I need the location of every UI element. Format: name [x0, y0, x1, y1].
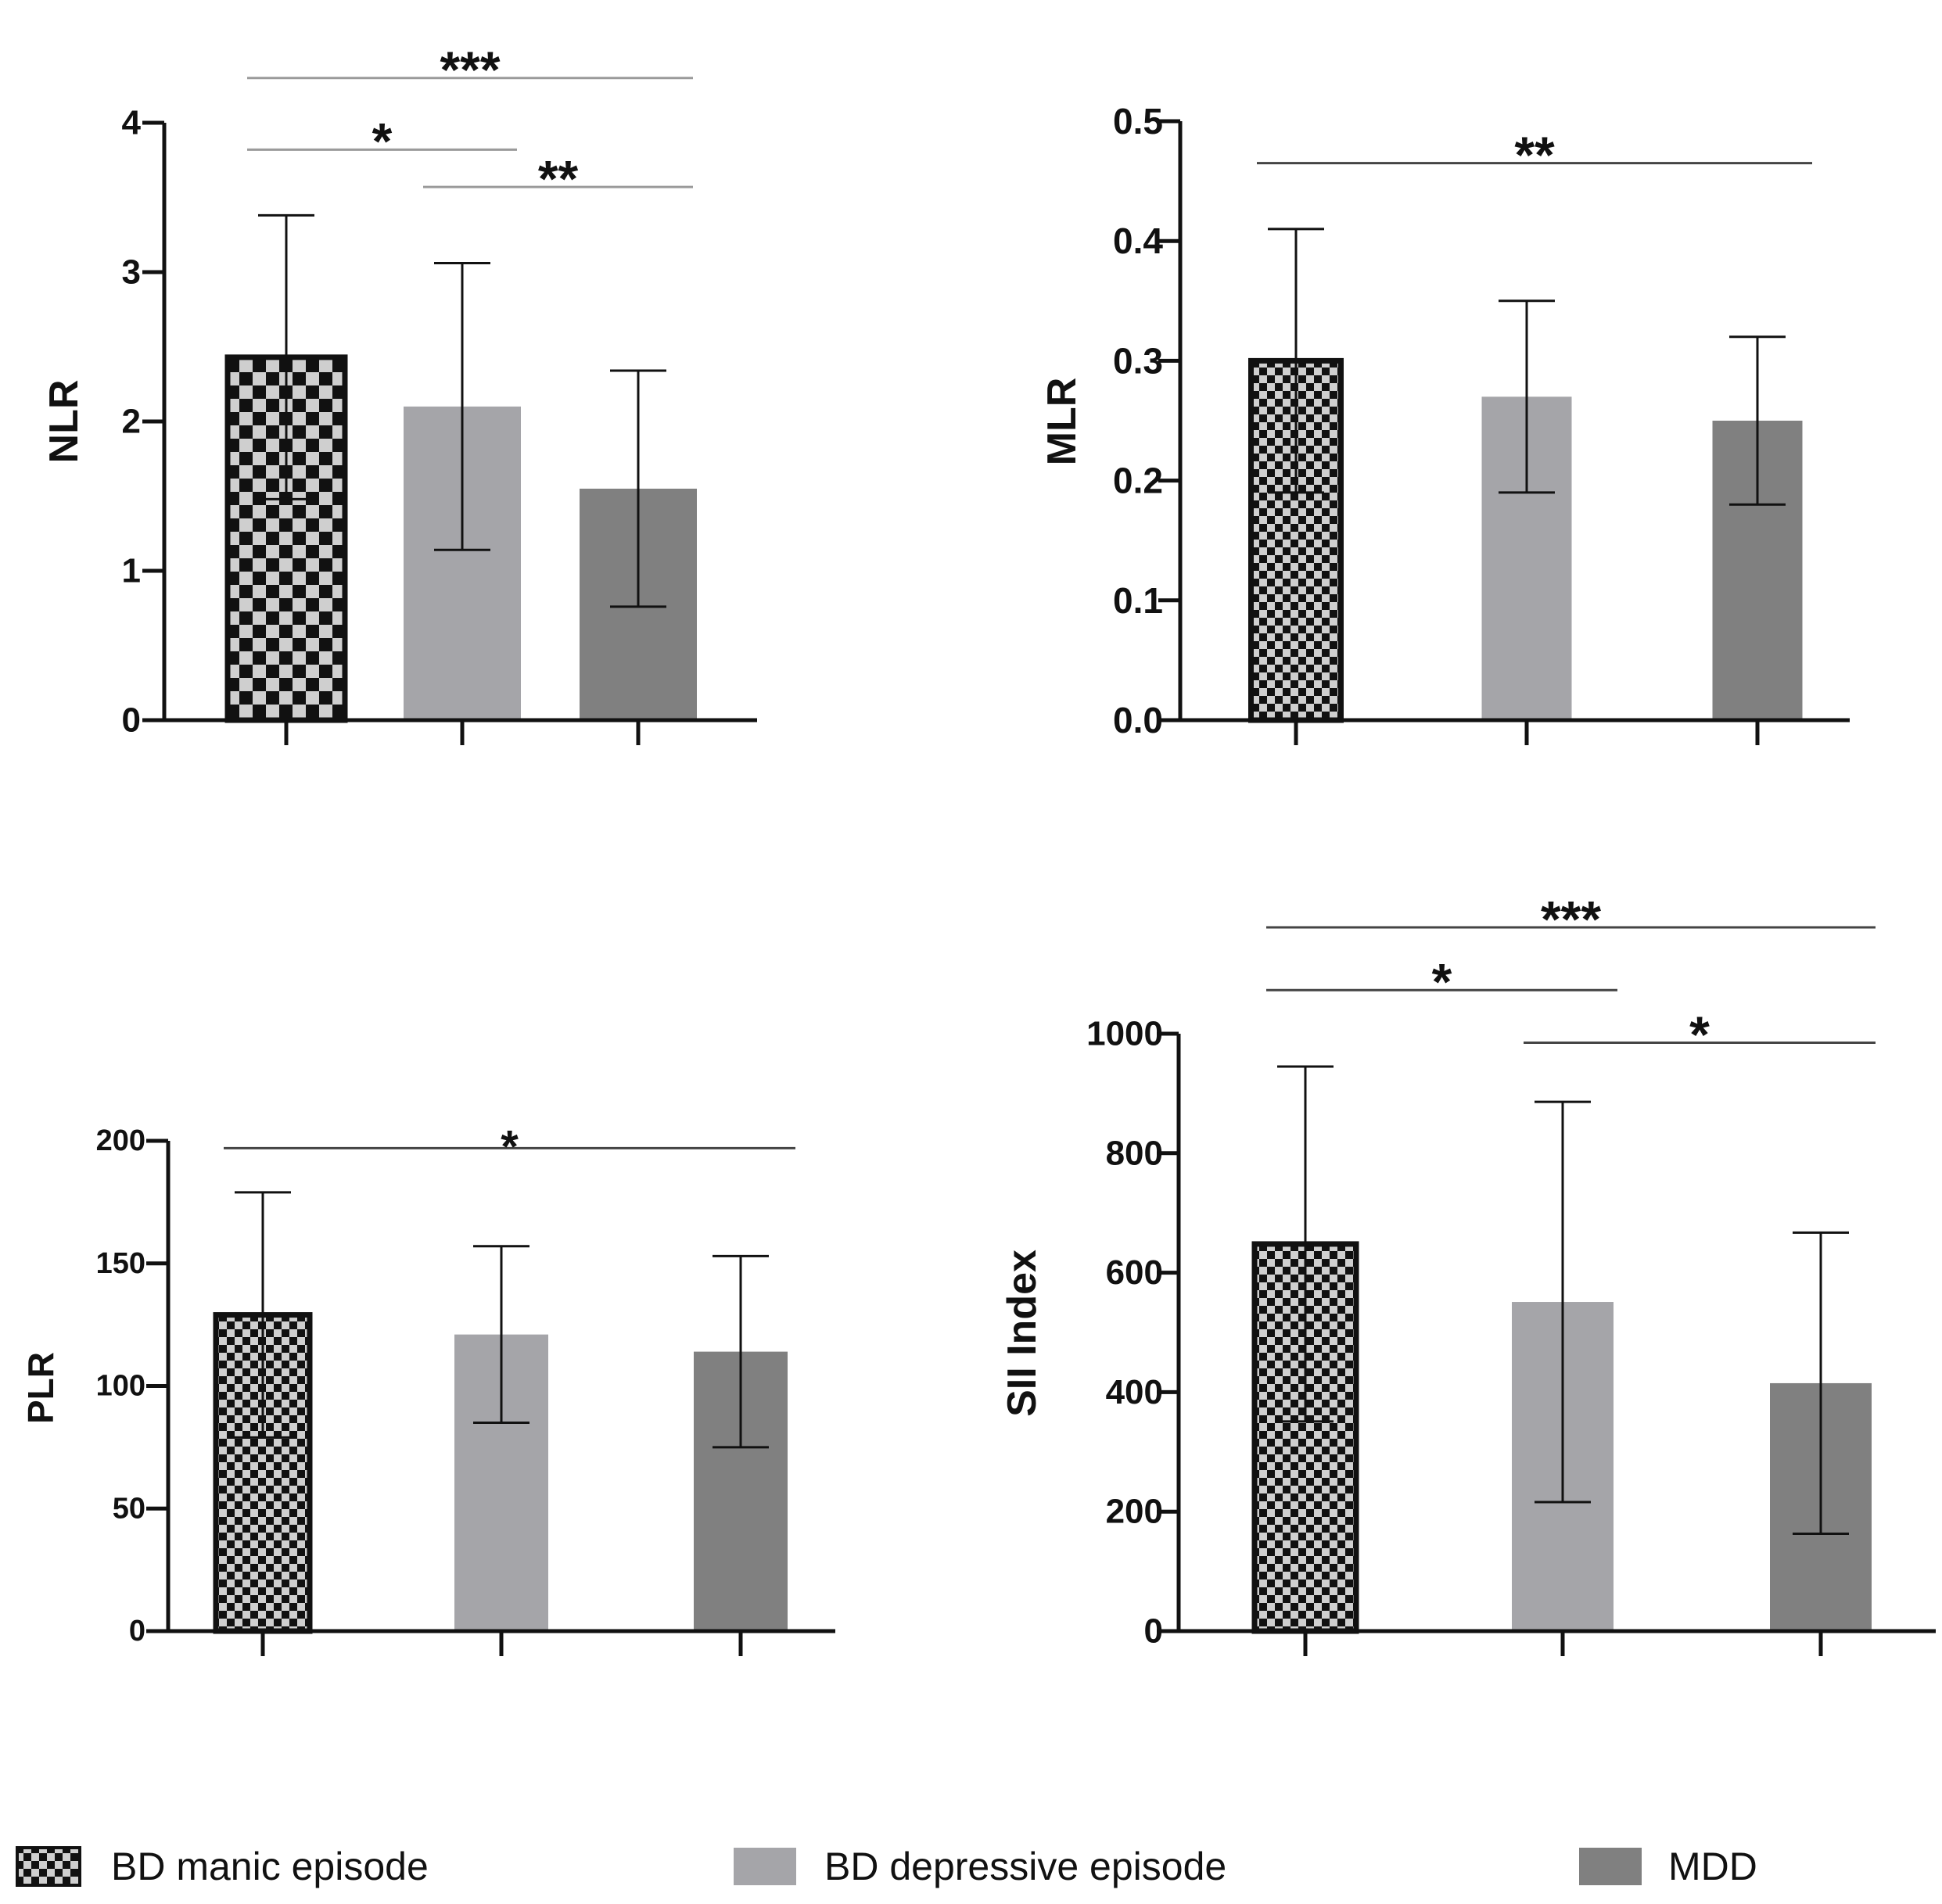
sii-significance-label-1: *	[1432, 953, 1452, 1011]
sii-y-tick-label-4: 800	[1106, 1134, 1163, 1172]
legend-item-mdd: MDD	[1579, 1845, 1757, 1888]
legend-swatch-manic	[16, 1846, 81, 1887]
sii-y-tick-label-3: 600	[1106, 1253, 1163, 1292]
plr-error-bar-1	[473, 1245, 529, 1425]
nlr-y-axis-label: NLR	[41, 380, 87, 464]
nlr-significance-label-1: *	[372, 113, 393, 170]
nlr-significance-label-0: ***	[440, 41, 500, 99]
plr-y-tick-label-0: 0	[129, 1615, 145, 1648]
nlr-error-bar-2	[610, 369, 666, 608]
legend: BD manic episode BD depressive episode MDD	[16, 1845, 1757, 1888]
mlr-chart: 0.0 0.1 0.2 0.3 0.4 0.5 MLR **	[1039, 101, 1850, 745]
sii-significance-label-2: *	[1689, 1006, 1710, 1063]
plr-chart: 0 50 100 150 200 PLR *	[20, 1121, 835, 1656]
plr-y-tick-label-4: 200	[96, 1124, 145, 1157]
nlr-y-tick-label-1: 1	[122, 552, 141, 590]
chart-panels: 01234NLR******0.00.10.20.30.40.5MLR**050…	[20, 41, 1936, 1656]
mlr-error-bar-0	[1268, 228, 1324, 494]
sii-y-tick-label-0: 0	[1144, 1612, 1163, 1651]
nlr-y-tick-label-2: 2	[122, 403, 141, 441]
legend-label-manic: BD manic episode	[111, 1845, 429, 1888]
nlr-significance-label-2: **	[538, 149, 579, 207]
sii-error-bar-0	[1277, 1065, 1334, 1423]
mlr-significance-label-0: **	[1514, 126, 1555, 184]
legend-label-depressive: BD depressive episode	[824, 1845, 1226, 1888]
legend-item-manic: BD manic episode	[16, 1845, 429, 1888]
legend-item-depressive: BD depressive episode	[734, 1845, 1226, 1888]
nlr-y-tick-label-4: 4	[122, 104, 142, 142]
legend-swatch-depressive	[734, 1848, 796, 1885]
nlr-error-bar-0	[258, 213, 314, 500]
sii-error-bar-2	[1793, 1231, 1849, 1535]
mlr-y-tick-label-3: 0.3	[1113, 340, 1163, 381]
mlr-error-bar-1	[1499, 299, 1555, 494]
plr-significance-label-0: *	[501, 1121, 519, 1172]
sii-y-tick-label-5: 1000	[1086, 1015, 1163, 1053]
legend-swatch-mdd	[1579, 1848, 1642, 1885]
plr-error-bar-2	[713, 1254, 769, 1449]
mlr-y-axis-label: MLR	[1039, 378, 1085, 466]
sii-y-axis-label: SII Index	[1000, 1250, 1045, 1417]
plr-error-bar-0	[235, 1191, 291, 1439]
mlr-error-bar-2	[1729, 335, 1786, 506]
nlr-error-bar-1	[434, 262, 490, 551]
nlr-y-tick-label-0: 0	[122, 701, 141, 740]
plr-y-tick-label-2: 100	[96, 1370, 145, 1403]
mlr-y-tick-label-2: 0.2	[1113, 461, 1163, 501]
mlr-y-tick-label-0: 0.0	[1113, 700, 1163, 740]
plr-y-tick-label-1: 50	[113, 1492, 145, 1525]
sii-y-tick-label-1: 200	[1106, 1493, 1163, 1531]
mlr-y-tick-label-4: 0.4	[1113, 221, 1163, 261]
mlr-y-tick-label-5: 0.5	[1113, 101, 1163, 142]
mlr-y-tick-label-1: 0.1	[1113, 580, 1163, 621]
sii-y-tick-label-2: 400	[1106, 1373, 1163, 1411]
plr-y-axis-label: PLR	[20, 1352, 61, 1424]
sii-error-bar-1	[1535, 1100, 1591, 1504]
nlr-y-tick-label-3: 3	[122, 253, 141, 292]
sii-significance-label-0: ***	[1541, 890, 1601, 948]
plr-y-tick-label-3: 150	[96, 1247, 145, 1280]
legend-label-mdd: MDD	[1668, 1845, 1757, 1888]
